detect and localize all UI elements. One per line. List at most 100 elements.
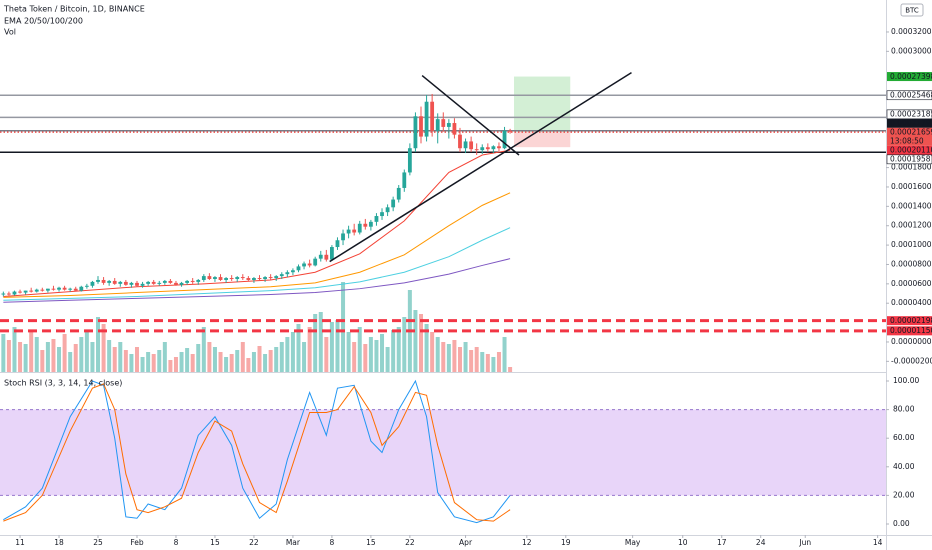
y-tick-label: 0.00018000 (891, 163, 932, 172)
volume-bar (207, 342, 212, 372)
ema-line (3, 258, 511, 303)
candle-body (385, 207, 390, 213)
volume-bar (224, 357, 229, 372)
candle-body (279, 274, 284, 277)
candle-body (346, 229, 351, 234)
position-loss (514, 132, 571, 148)
volume-bar (441, 342, 446, 372)
currency-label[interactable]: BTC (905, 7, 919, 15)
candle-body (257, 278, 262, 280)
volume-bar (134, 347, 139, 372)
y-tick-label: 0.00016000 (891, 182, 932, 191)
volume-bar (452, 340, 457, 372)
x-tick-label: 22 (249, 538, 259, 547)
x-tick-label: 11 (15, 538, 25, 547)
candle-body (291, 270, 295, 273)
price-label-box (886, 154, 932, 165)
volume-bar (190, 354, 195, 372)
volume-bar (357, 327, 362, 372)
volume-bar (185, 348, 190, 372)
candle-body (112, 280, 117, 284)
volume-bar (430, 332, 435, 372)
volume-bar (112, 347, 117, 372)
price-label-box (887, 316, 932, 326)
volume-bar (57, 347, 62, 372)
volume-bar (313, 314, 318, 372)
candle-body (79, 286, 84, 291)
volume-bar (90, 342, 95, 372)
volume-label: Vol (4, 28, 16, 37)
x-tick-label: Jun (798, 538, 811, 547)
volume-bar (62, 334, 67, 372)
stoch-line (3, 383, 511, 522)
stoch-line (3, 379, 511, 524)
x-tick-label: 18 (54, 538, 64, 547)
volume-bar (474, 347, 479, 372)
currency-box[interactable] (900, 3, 924, 17)
stoch-band (0, 409, 886, 496)
volume-bar (413, 310, 418, 372)
candle-body (296, 266, 301, 271)
volume-bar (123, 350, 128, 372)
volume-bar (469, 350, 474, 372)
volume-bar (6, 340, 11, 372)
candle-body (101, 279, 106, 283)
candle-body (1, 293, 6, 295)
candle-body (435, 119, 440, 131)
volume-bar (162, 342, 167, 372)
volume-bar (329, 322, 334, 372)
volume-bar (290, 332, 295, 372)
volume-bar (51, 339, 56, 372)
indicator-label: EMA 20/50/100/200 (4, 17, 83, 26)
x-tick-label: 25 (93, 538, 103, 547)
volume-bar (23, 344, 28, 372)
volume-bar (324, 337, 329, 372)
candle-body (151, 281, 156, 284)
price-label-box (887, 127, 932, 146)
candle-body (341, 233, 345, 241)
ema-line (3, 149, 511, 297)
volume-bar (396, 327, 401, 372)
volume-bar (480, 352, 485, 372)
volume-bar (1, 334, 6, 372)
candle-body (491, 146, 496, 150)
y-tick-label: 20.00 (893, 490, 915, 499)
trend-line (421, 74, 520, 156)
volume-bar (107, 340, 112, 372)
position-profit (514, 76, 571, 133)
candle-body (213, 277, 217, 279)
candle-body (357, 223, 362, 233)
candle-body (18, 291, 22, 293)
candle-body (218, 277, 223, 280)
candle-body (207, 276, 212, 279)
volume-bar (218, 352, 223, 372)
y-tick-label: 0.00006000 (891, 279, 932, 288)
price-label: 0.00019587 (890, 155, 932, 164)
x-tick-label: Mar (286, 538, 301, 547)
x-tick-label: 10 (678, 538, 688, 547)
volume-bar (346, 332, 351, 372)
volume-bar (34, 337, 39, 372)
candle-body (446, 123, 451, 127)
candle-body (396, 187, 401, 200)
volume-bar (196, 344, 201, 372)
candle-body (23, 290, 28, 293)
candle-body (168, 280, 173, 283)
x-tick-label: 8 (330, 538, 335, 547)
price-label: 0.00021797 (890, 119, 932, 128)
price-label: 0.00020110 (890, 146, 932, 155)
volume-bar (318, 312, 323, 372)
x-tick-label: 22 (405, 538, 415, 547)
y-tick-label: 0.00010000 (891, 240, 932, 249)
volume-bar (79, 337, 84, 372)
candle-body (318, 254, 323, 259)
candle-body (380, 212, 384, 217)
candle-body (330, 247, 334, 260)
candle-body (302, 263, 306, 267)
volume-bar (463, 342, 468, 372)
volume-bar (419, 314, 424, 372)
candle-body (12, 291, 17, 295)
volume-bar (18, 342, 23, 372)
volume-bar (341, 282, 346, 372)
